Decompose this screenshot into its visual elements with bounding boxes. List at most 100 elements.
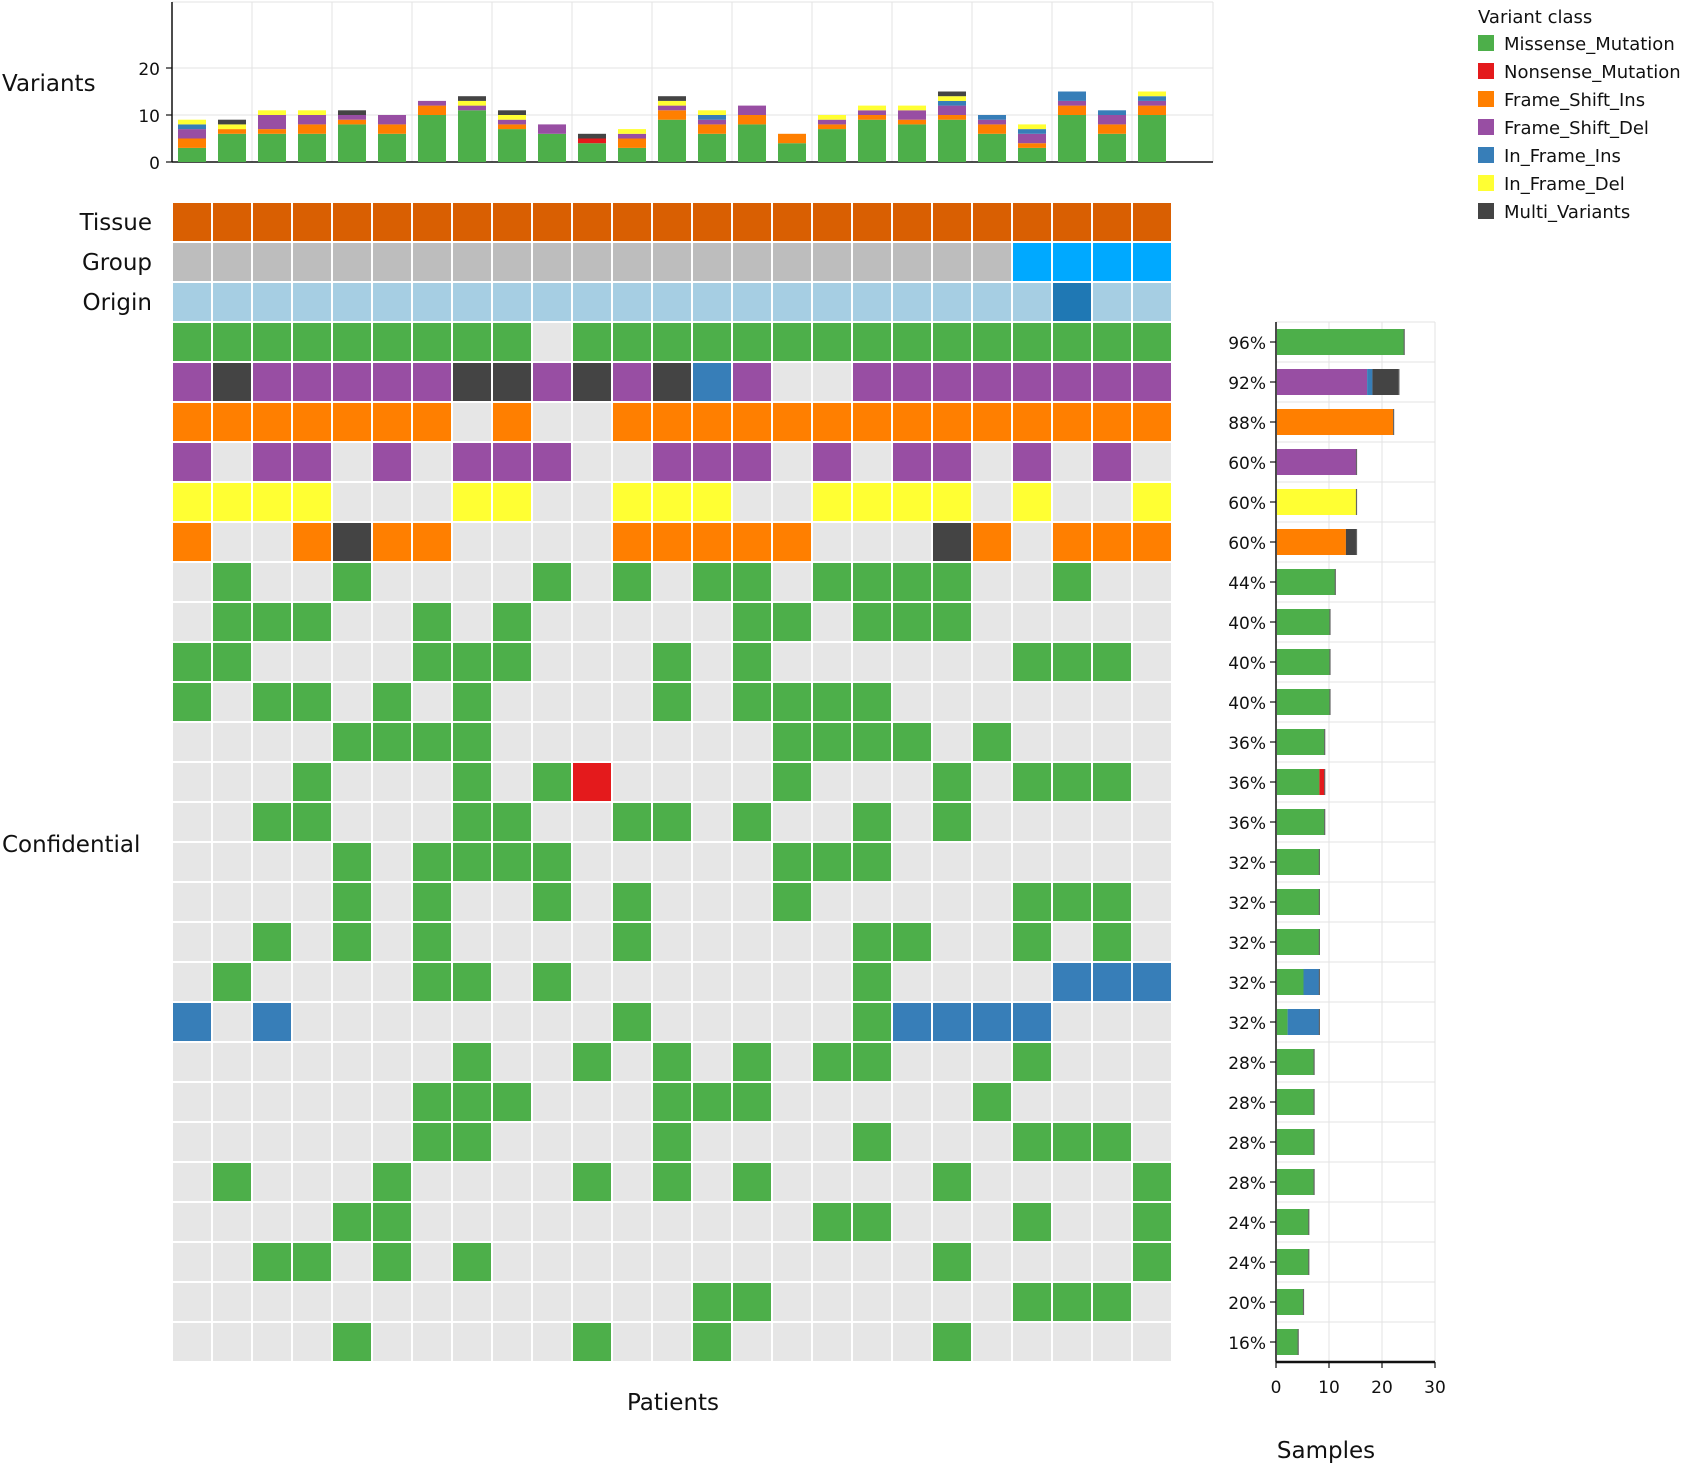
matrix-cell-empty — [413, 443, 451, 481]
matrix-cell-empty — [773, 1243, 811, 1281]
matrix-cell-empty — [933, 1043, 971, 1081]
matrix-cell-empty — [453, 1283, 491, 1321]
matrix-cell-empty — [493, 683, 531, 721]
matrix-cell-in_frame_ins — [253, 1003, 291, 1041]
matrix-cell-missense_mutation — [373, 723, 411, 761]
right-bar-segment-missense_mutation — [1277, 929, 1320, 955]
matrix-cell-empty — [333, 1083, 371, 1121]
matrix-cell-in_frame_del — [813, 483, 851, 521]
matrix-cell-in_frame_del — [293, 483, 331, 521]
matrix-cell-empty — [253, 723, 291, 761]
matrix-cell-empty — [1013, 563, 1051, 601]
matrix-cell-empty — [573, 923, 611, 961]
matrix-cell-empty — [933, 963, 971, 1001]
matrix-cell-missense_mutation — [733, 603, 771, 641]
matrix-cell-empty — [333, 963, 371, 1001]
matrix-cell-in_frame_del — [453, 483, 491, 521]
matrix-cell-in_frame_ins — [933, 1003, 971, 1041]
matrix-cell-empty — [253, 1203, 291, 1241]
matrix-cell-empty — [533, 1163, 571, 1201]
top-bar-segment-frame_shift_ins — [178, 138, 206, 148]
matrix-cell-missense_mutation — [933, 563, 971, 601]
matrix-cell-missense_mutation — [413, 723, 451, 761]
top-bar-segment-in_frame_del — [218, 124, 246, 130]
matrix-cell-multi_variants — [493, 363, 531, 401]
matrix-cell-missense_mutation — [533, 563, 571, 601]
matrix-cell-empty — [293, 643, 331, 681]
matrix-cell-missense_mutation — [533, 963, 571, 1001]
matrix-cell-empty — [573, 683, 611, 721]
matrix-cell-missense_mutation — [333, 1203, 371, 1241]
top-bar-segment-frame_shift_ins — [778, 133, 806, 144]
top-bar-segment-in_frame_ins — [1058, 91, 1086, 101]
matrix-cell-empty — [733, 763, 771, 801]
top-bar-segment-in_frame_del — [458, 100, 486, 106]
matrix-cell-empty — [493, 1243, 531, 1281]
matrix-cell-empty — [893, 1323, 931, 1361]
gene-frequency-label: 92% — [1228, 374, 1266, 394]
top-bar-segment-missense_mutation — [218, 133, 246, 162]
tissue-cell — [1053, 203, 1091, 241]
matrix-cell-empty — [893, 1083, 931, 1121]
gene-frequency-label: 60% — [1228, 494, 1266, 514]
matrix-cell-missense_mutation — [453, 963, 491, 1001]
matrix-cell-empty — [773, 963, 811, 1001]
matrix-cell-multi_variants — [213, 363, 251, 401]
top-bar-segment-missense_mutation — [1138, 115, 1166, 162]
matrix-cell-missense_mutation — [1053, 1283, 1091, 1321]
top-bar-segment-in_frame_del — [1018, 124, 1046, 130]
matrix-cell-empty — [973, 603, 1011, 641]
matrix-cell-empty — [533, 1043, 571, 1081]
origin-cell — [173, 283, 211, 321]
top-bar-segment-frame_shift_del — [498, 119, 526, 125]
legend-item-label: Nonsense_Mutation — [1504, 62, 1681, 83]
group-cell — [693, 243, 731, 281]
matrix-cell-empty — [533, 723, 571, 761]
legend-item-label: Missense_Mutation — [1504, 34, 1675, 55]
top-bar-segment-frame_shift_ins — [1138, 105, 1166, 115]
matrix-cell-empty — [1053, 803, 1091, 841]
matrix-cell-multi_variants — [933, 523, 971, 561]
matrix-cell-missense_mutation — [733, 683, 771, 721]
top-bar-segment-frame_shift_del — [1098, 115, 1126, 125]
matrix-cell-frame_shift_ins — [1093, 403, 1131, 441]
matrix-cell-missense_mutation — [1093, 1283, 1131, 1321]
matrix-cell-empty — [613, 1203, 651, 1241]
matrix-cell-nonsense_mutation — [573, 763, 611, 801]
matrix-cell-frame_shift_del — [173, 363, 211, 401]
matrix-cell-empty — [613, 643, 651, 681]
gene-frequency-label: 28% — [1228, 1054, 1266, 1074]
matrix-cell-empty — [293, 1083, 331, 1121]
matrix-cell-empty — [213, 1243, 251, 1281]
matrix-cell-in_frame_del — [253, 483, 291, 521]
matrix-cell-missense_mutation — [1053, 763, 1091, 801]
matrix-cell-frame_shift_del — [373, 363, 411, 401]
top-y-axis-label: Variants — [2, 71, 96, 97]
matrix-cell-missense_mutation — [493, 843, 531, 881]
origin-cell — [253, 283, 291, 321]
matrix-cell-empty — [613, 603, 651, 641]
matrix-cell-empty — [493, 1003, 531, 1041]
matrix-cell-in_frame_del — [653, 483, 691, 521]
matrix-cell-missense_mutation — [733, 323, 771, 361]
matrix-cell-empty — [573, 1283, 611, 1321]
matrix-cell-empty — [333, 683, 371, 721]
matrix-cell-empty — [733, 483, 771, 521]
top-bar-segment-frame_shift_ins — [338, 119, 366, 125]
matrix-cell-missense_mutation — [773, 843, 811, 881]
matrix-cell-frame_shift_ins — [213, 403, 251, 441]
matrix-cell-in_frame_ins — [973, 1003, 1011, 1041]
right-bar-segment-missense_mutation — [1277, 569, 1336, 595]
matrix-cell-empty — [613, 963, 651, 1001]
matrix-cell-missense_mutation — [653, 803, 691, 841]
matrix-cell-empty — [653, 1203, 691, 1241]
legend-swatch — [1478, 119, 1494, 135]
matrix-cell-empty — [973, 563, 1011, 601]
matrix-cell-missense_mutation — [893, 563, 931, 601]
matrix-cell-frame_shift_ins — [693, 403, 731, 441]
matrix-cell-empty — [1053, 483, 1091, 521]
right-bar-segment-missense_mutation — [1277, 649, 1330, 675]
matrix-cell-empty — [173, 1163, 211, 1201]
matrix-cell-empty — [373, 763, 411, 801]
matrix-cell-missense_mutation — [453, 323, 491, 361]
